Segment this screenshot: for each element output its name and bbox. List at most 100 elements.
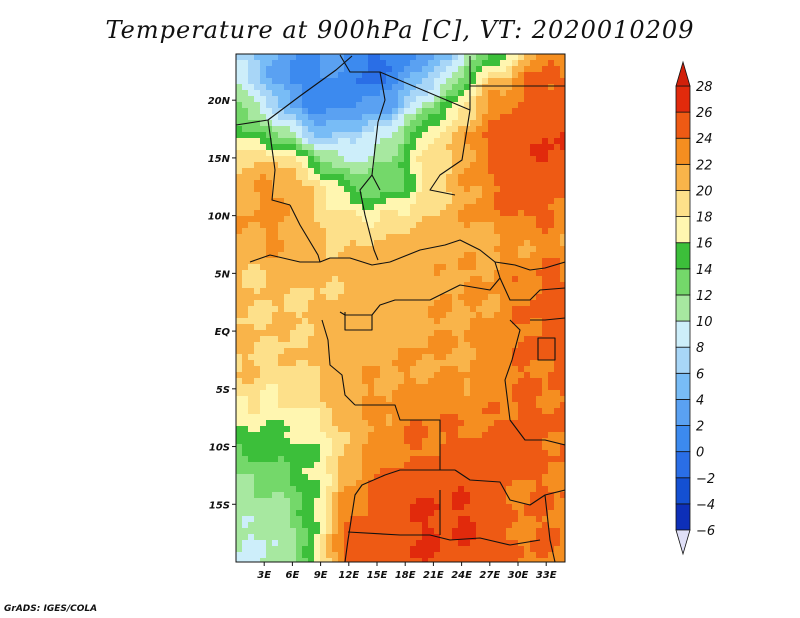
field-cell — [548, 480, 555, 487]
field-cell — [242, 492, 249, 499]
field-cell — [308, 330, 315, 337]
field-cell — [464, 120, 471, 127]
field-cell — [512, 516, 519, 523]
field-cell — [380, 324, 387, 331]
field-cell — [398, 498, 405, 505]
field-cell — [356, 138, 363, 145]
field-cell — [560, 312, 565, 319]
field-cell — [494, 54, 501, 61]
field-cell — [380, 180, 387, 187]
field-cell — [482, 102, 489, 109]
field-cell — [548, 312, 555, 319]
field-cell — [374, 294, 381, 301]
field-cell — [374, 90, 381, 97]
field-cell — [362, 306, 369, 313]
field-cell — [440, 60, 447, 67]
field-cell — [410, 426, 417, 433]
field-cell — [344, 192, 351, 199]
field-cell — [272, 516, 279, 523]
field-cell — [278, 546, 285, 553]
field-cell — [380, 282, 387, 289]
field-cell — [272, 312, 279, 319]
field-cell — [416, 306, 423, 313]
field-cell — [320, 486, 327, 493]
field-cell — [296, 306, 303, 313]
field-cell — [374, 282, 381, 289]
field-cell — [518, 306, 525, 313]
field-cell — [320, 336, 327, 343]
field-cell — [284, 426, 291, 433]
field-cell — [266, 96, 273, 103]
field-cell — [398, 192, 405, 199]
field-cell — [404, 336, 411, 343]
field-cell — [458, 312, 465, 319]
field-cell — [530, 198, 537, 205]
field-cell — [434, 324, 441, 331]
field-cell — [506, 66, 513, 73]
field-cell — [470, 510, 477, 517]
field-cell — [284, 534, 291, 541]
field-cell — [554, 252, 561, 259]
field-cell — [260, 306, 267, 313]
field-cell — [506, 168, 513, 175]
field-cell — [248, 288, 255, 295]
field-cell — [530, 516, 537, 523]
field-cell — [272, 282, 279, 289]
field-cell — [386, 246, 393, 253]
field-cell — [326, 234, 333, 241]
field-cell — [362, 198, 369, 205]
field-cell — [428, 516, 435, 523]
field-cell — [392, 132, 399, 139]
field-cell — [524, 270, 531, 277]
field-cell — [512, 312, 519, 319]
field-cell — [476, 516, 483, 523]
field-cell — [302, 540, 309, 547]
field-cell — [494, 492, 501, 499]
field-cell — [440, 276, 447, 283]
field-cell — [320, 192, 327, 199]
field-cell — [254, 492, 261, 499]
field-cell — [386, 432, 393, 439]
field-cell — [416, 432, 423, 439]
field-cell — [548, 216, 555, 223]
field-cell — [338, 72, 345, 79]
field-cell — [332, 300, 339, 307]
field-cell — [308, 156, 315, 163]
field-cell — [548, 366, 555, 373]
field-cell — [302, 432, 309, 439]
field-cell — [344, 72, 351, 79]
field-cell — [518, 468, 525, 475]
field-cell — [308, 408, 315, 415]
field-cell — [284, 204, 291, 211]
field-cell — [494, 192, 501, 199]
field-cell — [542, 246, 549, 253]
field-cell — [458, 450, 465, 457]
field-cell — [368, 492, 375, 499]
field-cell — [476, 228, 483, 235]
field-cell — [278, 108, 285, 115]
field-cell — [494, 444, 501, 451]
field-cell — [518, 474, 525, 481]
field-cell — [338, 492, 345, 499]
field-cell — [344, 348, 351, 355]
field-cell — [392, 264, 399, 271]
field-cell — [344, 354, 351, 361]
field-cell — [446, 486, 453, 493]
field-cell — [338, 282, 345, 289]
field-cell — [434, 492, 441, 499]
field-cell — [428, 228, 435, 235]
field-cell — [362, 336, 369, 343]
field-cell — [518, 516, 525, 523]
field-cell — [392, 54, 399, 61]
field-cell — [512, 534, 519, 541]
field-cell — [500, 456, 507, 463]
field-cell — [422, 414, 429, 421]
field-cell — [374, 420, 381, 427]
field-cell — [440, 390, 447, 397]
field-cell — [464, 330, 471, 337]
field-cell — [362, 498, 369, 505]
field-cell — [404, 90, 411, 97]
field-cell — [374, 258, 381, 265]
field-cell — [446, 186, 453, 193]
field-cell — [470, 90, 477, 97]
